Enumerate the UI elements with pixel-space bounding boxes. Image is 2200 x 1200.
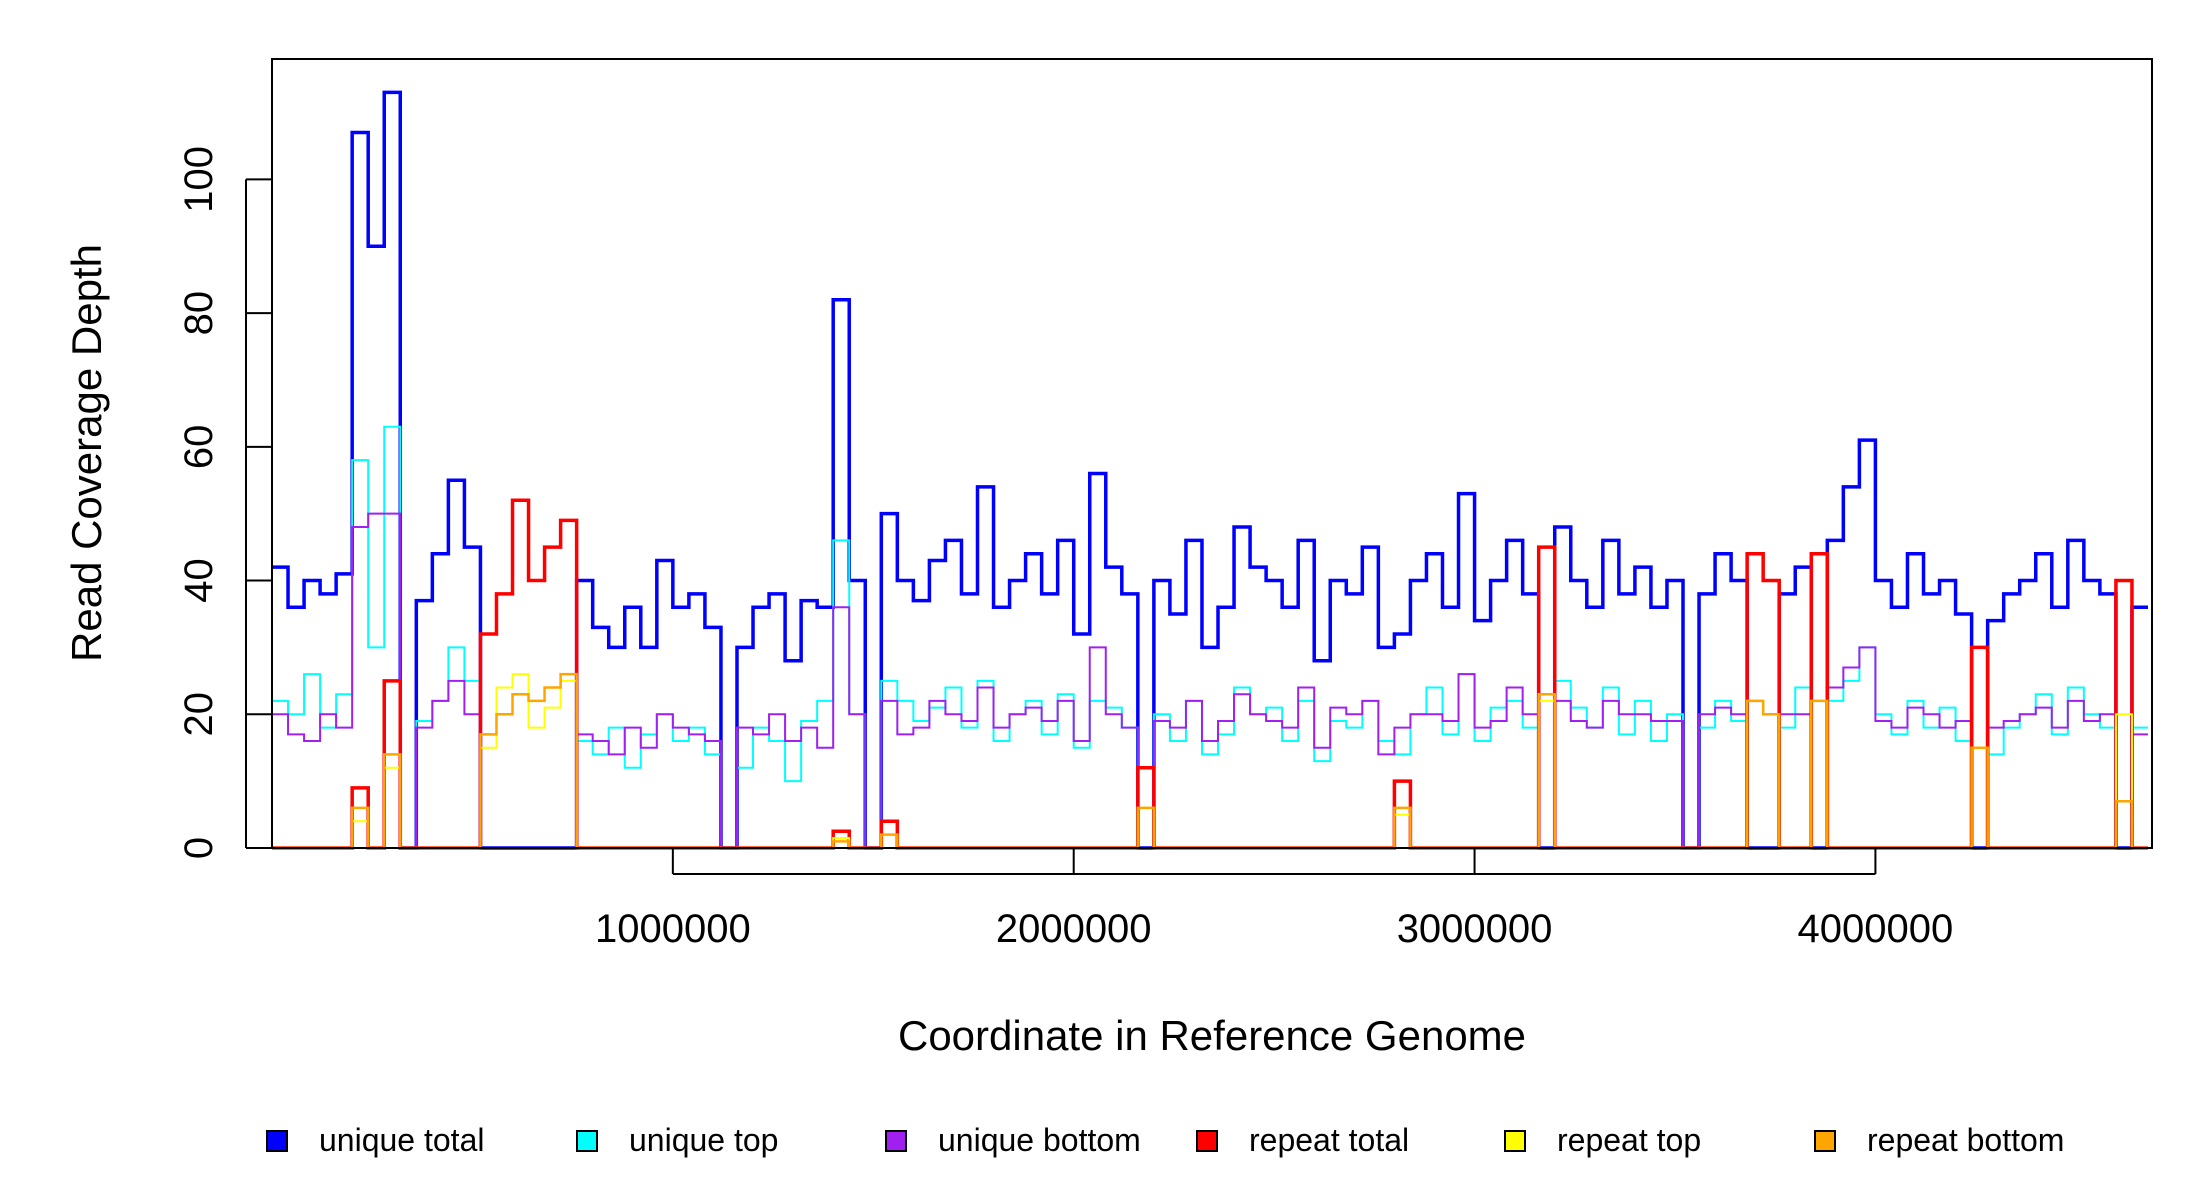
- x-tick-label: 3000000: [1397, 907, 1553, 951]
- y-axis-title: Read Coverage Depth: [63, 244, 110, 662]
- series-repeat-bottom: [272, 672, 2148, 850]
- legend: unique total unique top unique bottom re…: [0, 1122, 2200, 1158]
- x-tick-label: 2000000: [996, 907, 1152, 951]
- x-tick-label: 4000000: [1798, 907, 1954, 951]
- series-repeat-total: [272, 498, 2148, 850]
- legend-swatch: [1196, 1129, 1218, 1152]
- legend-swatch: [1504, 1129, 1526, 1152]
- legend-label: repeat bottom: [1867, 1122, 2065, 1158]
- legend-item-repeat-total: repeat total: [1196, 1122, 1409, 1159]
- legend-label: unique top: [629, 1122, 779, 1158]
- legend-label: repeat total: [1249, 1122, 1410, 1158]
- legend-item-repeat-top: repeat top: [1504, 1122, 1701, 1159]
- legend-label: repeat top: [1557, 1122, 1702, 1158]
- legend-item-unique-total: unique total: [266, 1122, 484, 1159]
- legend-item-unique-top: unique top: [576, 1122, 778, 1159]
- legend-item-unique-bottom: unique bottom: [885, 1122, 1141, 1159]
- y-tick-label: 60: [177, 425, 221, 470]
- legend-swatch: [576, 1129, 598, 1152]
- y-tick-label: 100: [177, 146, 221, 213]
- x-axis-title: Coordinate in Reference Genome: [897, 1012, 1527, 1059]
- legend-label: unique bottom: [938, 1122, 1141, 1158]
- legend-label: unique total: [319, 1122, 485, 1158]
- series-unique-bottom: [272, 512, 2148, 849]
- axes: 0 20 40 60 80 100 1000000 2000000 3000000 4000000: [177, 146, 1953, 951]
- y-tick-label: 0: [177, 837, 221, 859]
- series-layer: [272, 90, 2148, 850]
- legend-swatch: [885, 1129, 907, 1152]
- legend-item-repeat-bottom: repeat bottom: [1814, 1122, 2064, 1159]
- y-tick-label: 40: [177, 558, 221, 603]
- series-repeat-top: [272, 673, 2148, 849]
- legend-swatch: [1814, 1129, 1836, 1152]
- plot-frame: [271, 58, 2153, 849]
- legend-swatch: [266, 1129, 288, 1152]
- series-unique-total: [272, 90, 2148, 850]
- y-tick-label: 20: [177, 692, 221, 737]
- x-tick-label: 1000000: [595, 907, 751, 951]
- series-unique-top: [272, 425, 2148, 849]
- y-tick-label: 80: [177, 291, 221, 336]
